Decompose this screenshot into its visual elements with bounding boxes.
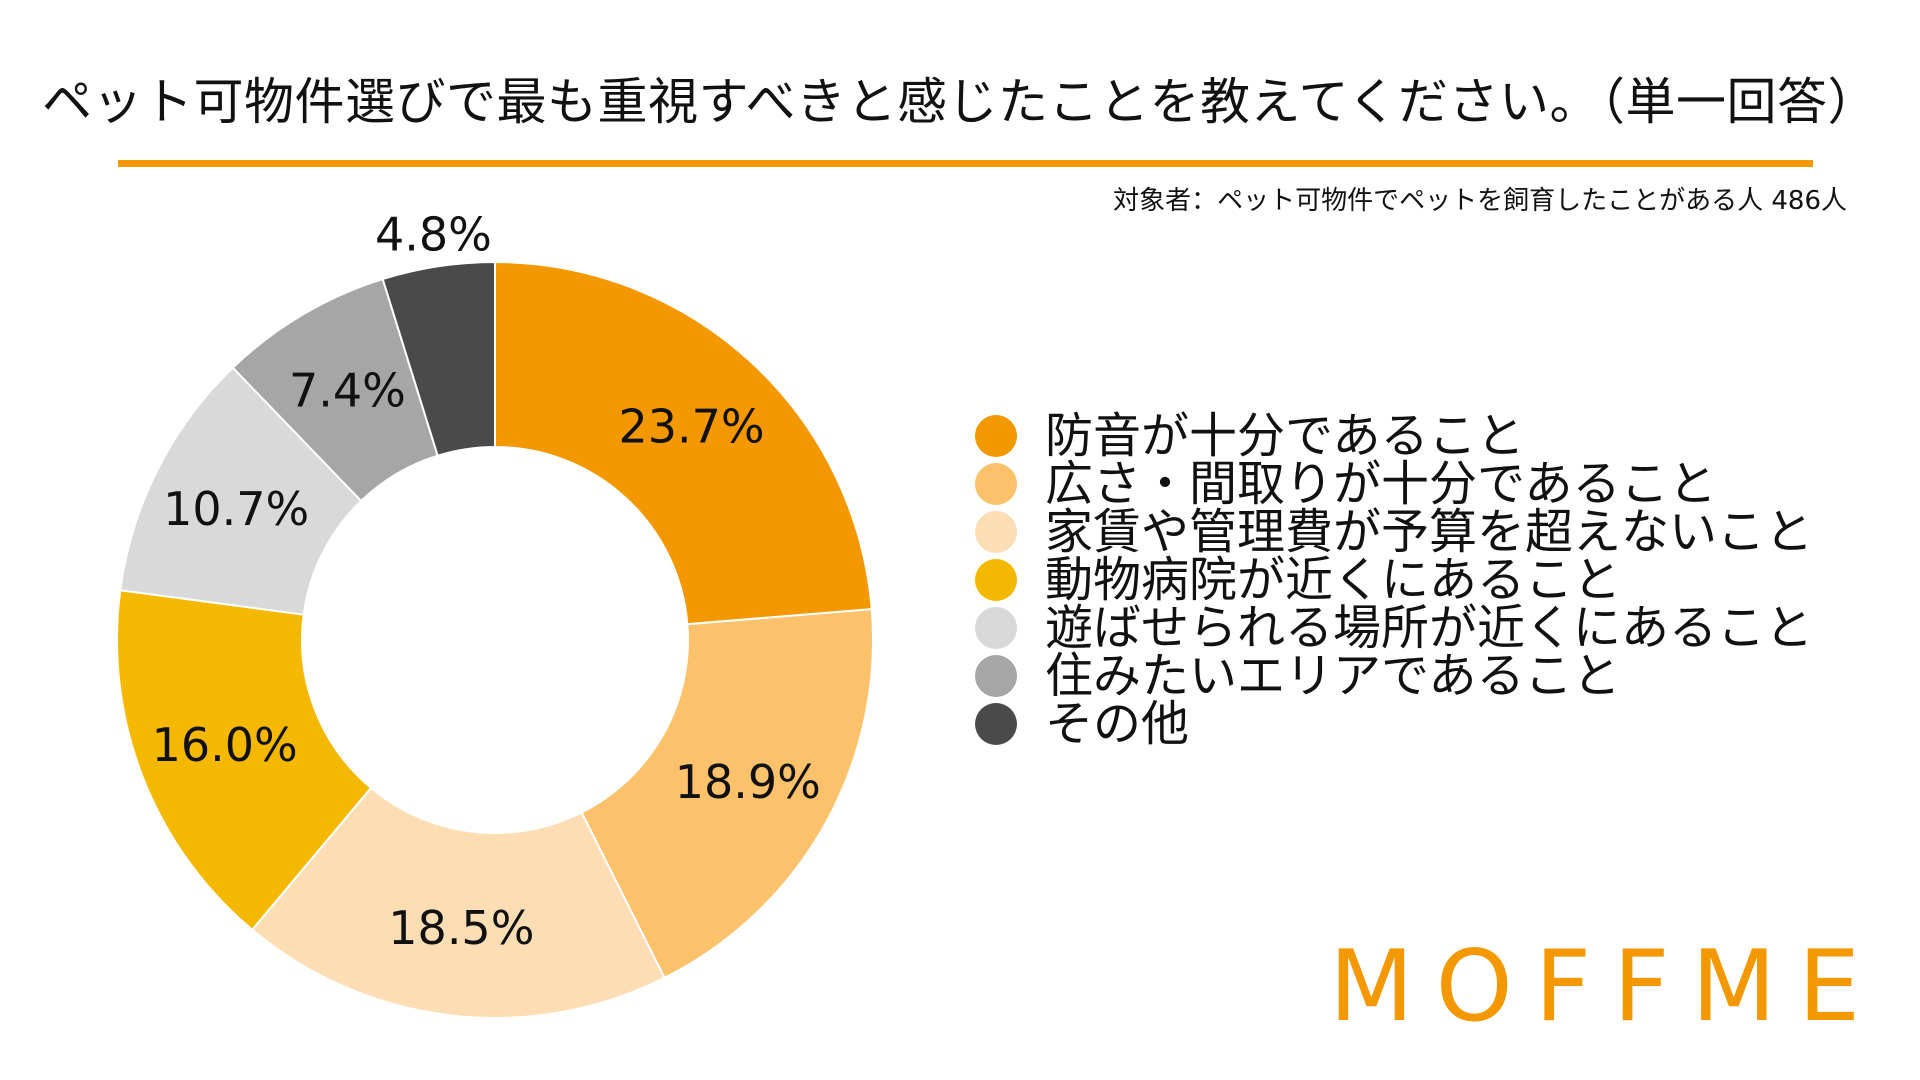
legend-swatch-5 xyxy=(975,607,1017,649)
slice-data-label-6: 7.4% xyxy=(289,363,406,417)
legend-label-5: 遊ばせられる場所が近くにあること xyxy=(1045,600,1814,656)
legend-label-3: 家賃や管理費が予算を超えないこと xyxy=(1045,504,1814,560)
legend-swatch-6 xyxy=(975,655,1017,697)
donut-slice-7 xyxy=(381,260,496,457)
chart-title: ペット可物件選びで最も重視すべきと感じたことを教えてください。（単一回答） xyxy=(42,73,1878,131)
legend-item-4: 動物病院が近くにあること xyxy=(975,556,1813,604)
donut-chart: 23.7% 18.9% 18.5% 16.0% 10.7% 7.4% 4.8% xyxy=(116,208,874,1019)
legend-item-3: 家賃や管理費が予算を超えないこと xyxy=(975,508,1813,556)
legend-label-7: その他 xyxy=(1045,696,1190,752)
donut-slice-2 xyxy=(580,608,874,980)
slice-data-label-7: 4.8% xyxy=(375,208,492,262)
legend-label-4: 動物病院が近くにあること xyxy=(1045,552,1622,608)
legend-item-7: その他 xyxy=(975,700,1813,748)
slice-data-label-4: 16.0% xyxy=(152,718,298,772)
donut-slice-4 xyxy=(116,589,373,932)
title-underline xyxy=(118,160,1813,167)
chart-subtitle: 対象者：ペット可物件でペットを飼育したことがある人 486人 xyxy=(1113,186,1847,216)
legend-label-6: 住みたいエリアであること xyxy=(1045,648,1621,704)
legend-swatch-3 xyxy=(975,511,1017,553)
legend-label-1: 防音が十分であること xyxy=(1045,408,1525,464)
slice-data-label-3: 18.5% xyxy=(388,901,534,955)
donut-slice-1 xyxy=(494,260,873,626)
slice-data-label-1: 23.7% xyxy=(618,400,764,454)
slice-data-label-2: 18.9% xyxy=(675,755,821,809)
chart-legend: 防音が十分であること 広さ・間取りが十分であること 家賃や管理費が予算を超えないこと… xyxy=(975,412,1813,748)
legend-swatch-1 xyxy=(975,415,1017,457)
slice-data-label-5: 10.7% xyxy=(163,482,309,536)
legend-swatch-2 xyxy=(975,463,1017,505)
legend-item-5: 遊ばせられる場所が近くにあること xyxy=(975,604,1813,652)
legend-item-2: 広さ・間取りが十分であること xyxy=(975,460,1813,508)
legend-item-1: 防音が十分であること xyxy=(975,412,1813,460)
legend-label-2: 広さ・間取りが十分であること xyxy=(1045,456,1717,512)
legend-swatch-7 xyxy=(975,703,1017,745)
legend-swatch-4 xyxy=(975,559,1017,601)
donut-slice-3 xyxy=(250,786,666,1019)
moffme-logo: MOFFME xyxy=(1329,930,1882,1044)
legend-item-6: 住みたいエリアであること xyxy=(975,652,1813,700)
